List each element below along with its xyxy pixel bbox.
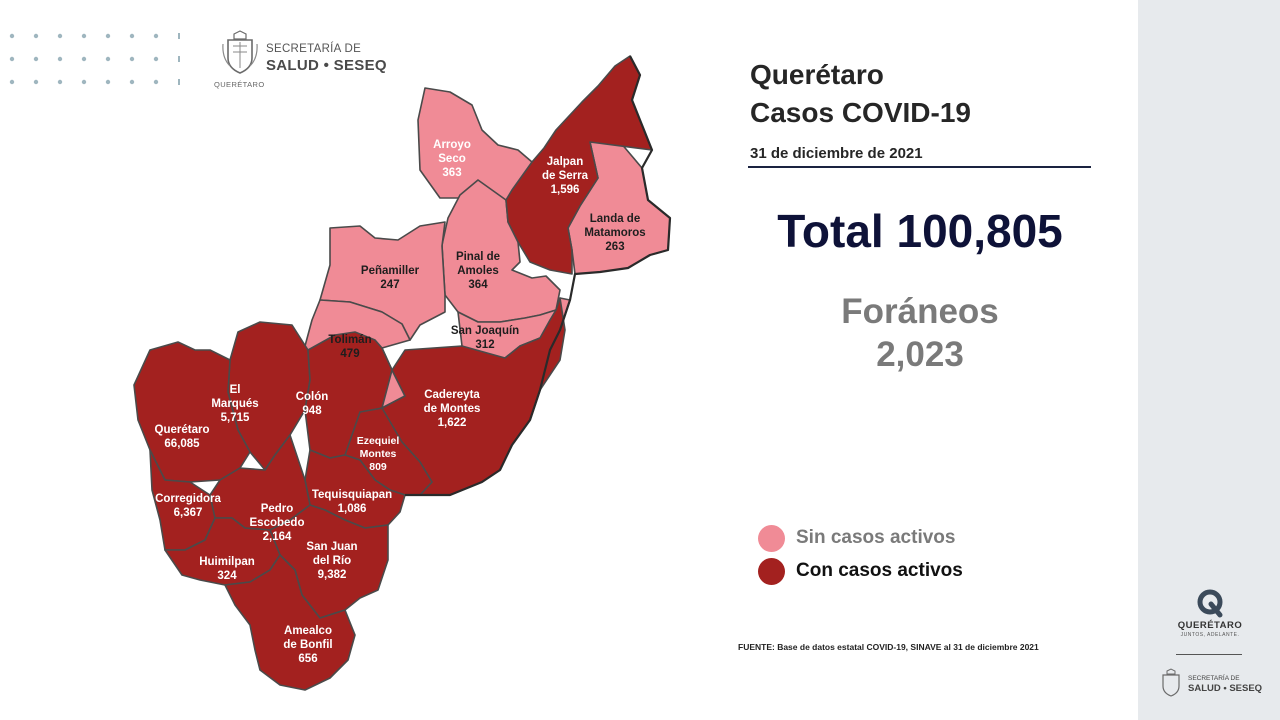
- label-san-joaquin: San Joaquín 312: [451, 325, 519, 351]
- total-cases: Total 100,805: [777, 205, 1063, 257]
- sidebar-agency-line1: SECRETARÍA DE: [1188, 675, 1240, 682]
- label-pinal-de-amoles: Pinal de Amoles 364: [456, 251, 500, 291]
- map-labels: Arroyo Seco 363 Jalpan de Serra 1,596 Landa …: [155, 139, 646, 665]
- logo-caption: QUERÉTARO: [214, 80, 265, 89]
- foreign-cases-label: Foráneos: [841, 292, 999, 331]
- report-date: 31 de diciembre de 2021: [750, 145, 923, 162]
- label-arroyo-seco: Arroyo Seco 363: [433, 139, 471, 179]
- foreign-cases: Foráneos 2,023: [748, 290, 1092, 376]
- page-title: Querétaro Casos COVID-19: [750, 56, 971, 132]
- agency-name-line2: SALUD • SESEQ: [266, 57, 387, 74]
- label-ezequiel-montes: Ezequiel Montes 809: [357, 435, 400, 473]
- title-line2: Casos COVID-19: [750, 97, 971, 128]
- sidebar-agency-line2: SALUD • SESEQ: [1188, 683, 1263, 694]
- label-huimilpan: Huimilpan 324: [199, 556, 255, 582]
- foreign-cases-value: 2,023: [876, 335, 964, 374]
- label-toliman: Tolimán 479: [328, 334, 371, 360]
- seseq-logo: SECRETARÍA DE SALUD • SESEQ QUERÉTARO: [214, 30, 393, 90]
- agency-name-line1: SECRETARÍA DE: [266, 43, 362, 55]
- region-amealco-de-bonfil: [224, 554, 356, 691]
- label-cadereyta-de-montes: Cadereyta de Montes 1,622: [424, 389, 481, 429]
- legend-label-active: Con casos activos: [796, 560, 963, 581]
- sidebar-divider: [1176, 654, 1242, 655]
- sidebar-seseq-logo: SECRETARÍA DE SALUD • SESEQ: [1156, 668, 1268, 708]
- legend-label-inactive: Sin casos activos: [796, 527, 956, 548]
- label-san-juan-del-rio: San Juan del Río 9,382: [306, 541, 357, 581]
- label-tequisquiapan: Tequisquiapan 1,086: [312, 489, 392, 515]
- label-jalpan-de-serra: Jalpan de Serra 1,596: [542, 156, 589, 196]
- decorative-dot-grid: [9, 33, 180, 85]
- coat-of-arms-icon: [222, 30, 258, 74]
- label-queretaro: Querétaro 66,085: [155, 424, 210, 450]
- label-el-marques: El Marqués 5,715: [211, 384, 258, 424]
- label-colon: Colón 948: [296, 391, 329, 417]
- region-queretaro: [133, 341, 251, 483]
- label-corregidora: Corregidora 6,367: [155, 493, 221, 519]
- queretaro-logo: QUERÉTARO JUNTOS, ADELANTE.: [1170, 586, 1250, 646]
- label-penamiller: Peñamiller 247: [361, 265, 420, 291]
- label-amealco-de-bonfil: Amealco de Bonfil 656: [283, 625, 332, 665]
- legend-swatch-inactive: [758, 525, 785, 552]
- queretaro-logo-tagline: JUNTOS, ADELANTE.: [1180, 632, 1240, 638]
- label-landa-de-matamoros: Landa de Matamoros 263: [584, 213, 645, 253]
- title-line1: Querétaro: [750, 59, 884, 90]
- source-note: FUENTE: Base de datos estatal COVID-19, …: [738, 642, 1039, 652]
- coat-of-arms-small-icon: [1162, 668, 1180, 697]
- queretaro-municipalities-map: Arroyo Seco 363 Jalpan de Serra 1,596 Landa …: [133, 55, 672, 691]
- date-divider: [748, 166, 1091, 168]
- legend-swatch-active: [758, 558, 785, 585]
- region-huimilpan: [164, 517, 281, 586]
- queretaro-q-icon: [1197, 589, 1223, 618]
- right-sidebar: [1138, 0, 1280, 720]
- queretaro-logo-name: QUERÉTARO: [1177, 620, 1243, 631]
- label-pedro-escobedo: Pedro Escobedo 2,164: [250, 503, 305, 543]
